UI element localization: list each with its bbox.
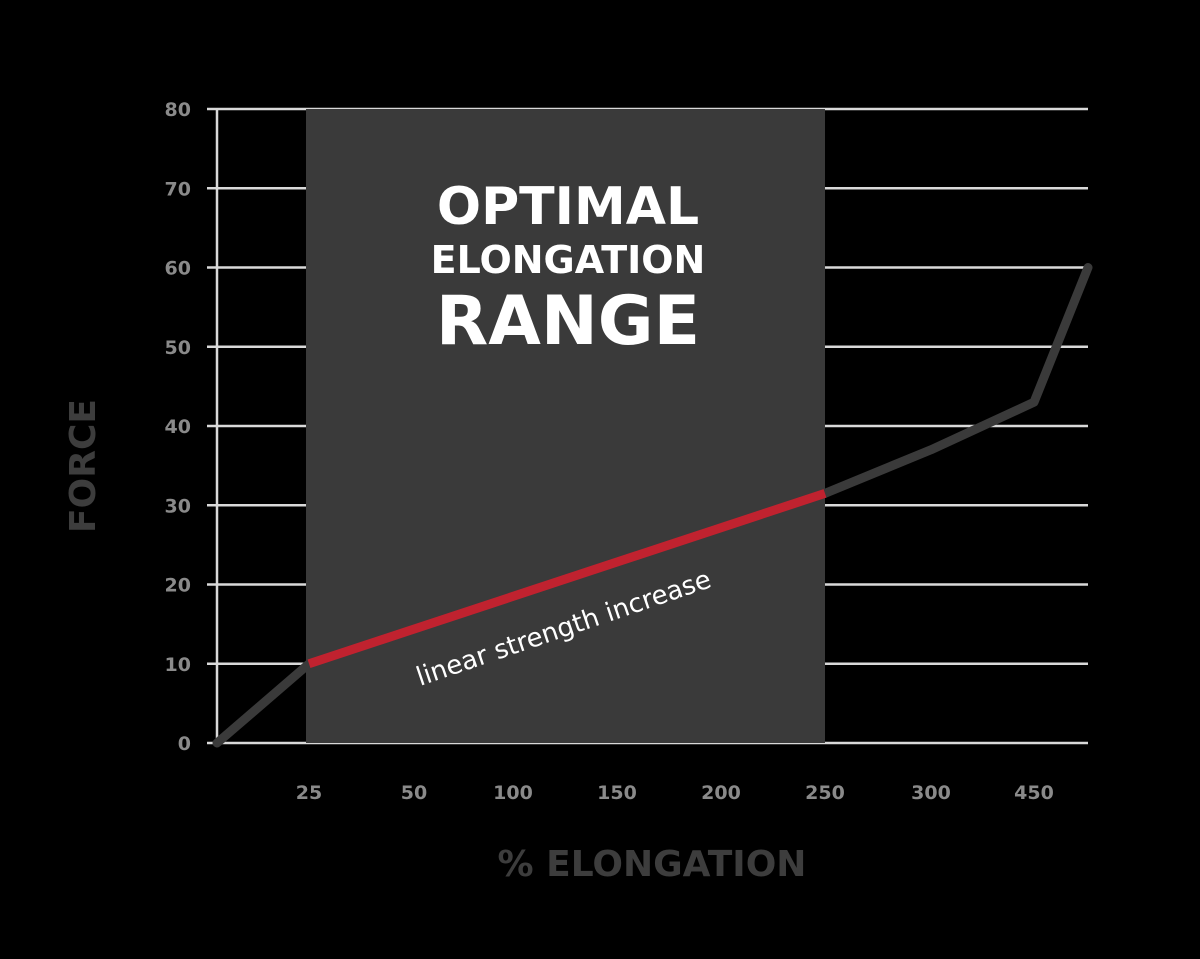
y-tick-label: 70 [165,178,191,200]
y-tick-label: 20 [165,575,191,597]
x-axis-title: % ELONGATION [498,844,807,885]
band-title-line-3: RANGE [436,282,700,361]
y-axis-ticks: 0 10 20 30 40 50 60 70 80 [165,99,191,755]
x-tick-label: 450 [1014,782,1054,804]
x-tick-label: 200 [701,782,741,804]
linear-strength-highlight [307,489,827,669]
x-axis-ticks: 25 50 100 150 200 250 300 450 [296,782,1054,804]
y-tick-label: 40 [165,416,191,438]
band-title-line-2: ELONGATION [431,238,706,282]
x-tick-label: 150 [597,782,637,804]
y-axis-title: FORCE [63,399,104,533]
x-tick-label: 50 [401,782,427,804]
band-title-line-1: OPTIMAL [437,177,699,237]
y-tick-label: 50 [165,337,191,359]
x-tick-label: 250 [805,782,845,804]
y-tick-label: 0 [178,733,191,755]
y-tick-label: 10 [165,654,191,676]
x-tick-label: 300 [911,782,951,804]
x-tick-label: 25 [296,782,322,804]
y-tick-label: 60 [165,258,191,280]
y-tick-label: 80 [165,99,191,121]
y-tick-label: 30 [165,495,191,517]
force-series-line [212,263,1093,748]
x-tick-label: 100 [493,782,533,804]
